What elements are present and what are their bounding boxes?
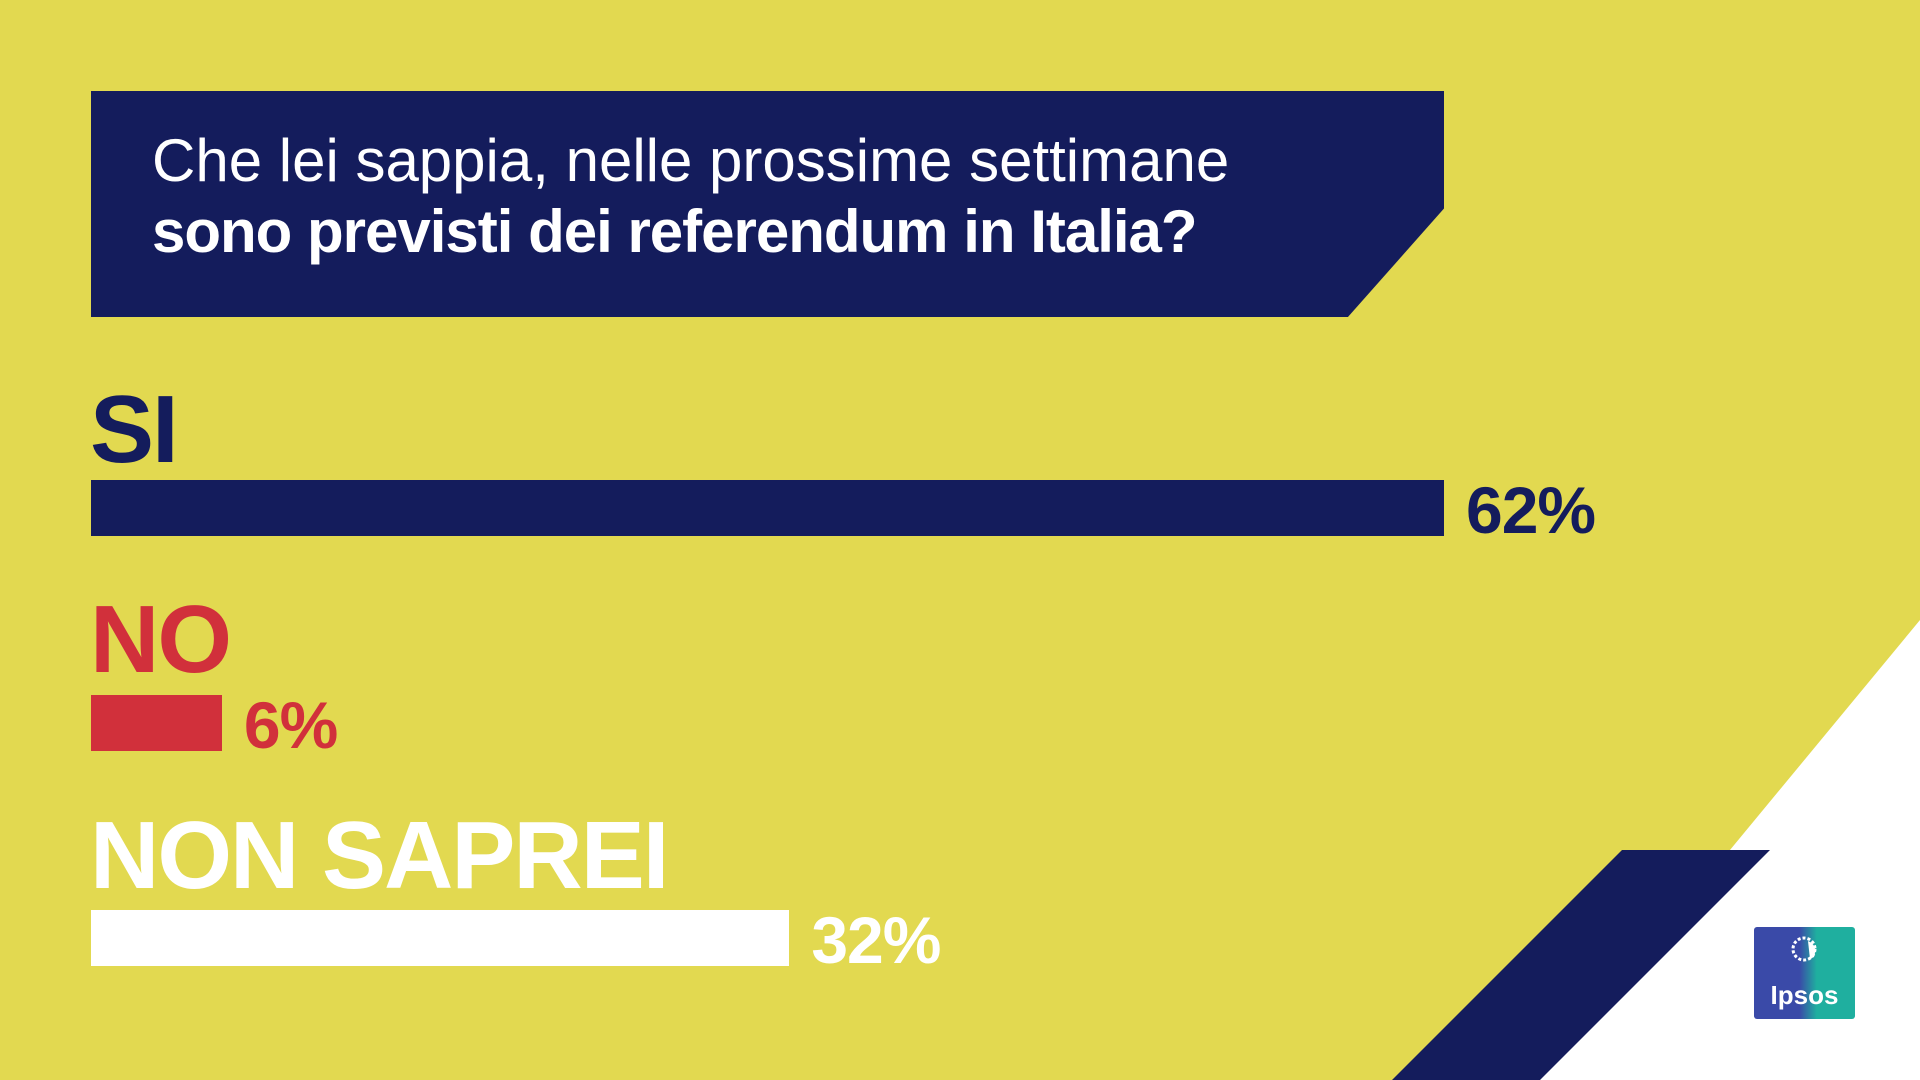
- value-label-si: 62%: [1466, 473, 1596, 547]
- bar-non-saprei: [91, 910, 790, 966]
- bar-si: [91, 480, 1444, 536]
- question-line-2: sono previsti dei referendum in Italia?: [152, 198, 1198, 265]
- logo-text: Ipsos: [1770, 980, 1839, 1010]
- value-label-non-saprei: 32%: [811, 903, 941, 977]
- value-label-no: 6%: [243, 688, 338, 762]
- bar-no: [91, 695, 222, 751]
- category-label-si: SI: [90, 376, 179, 483]
- question-box: [91, 91, 1444, 317]
- navy-diagonal-stripe: [1392, 850, 1770, 1080]
- ipsos-logo-icon: [1791, 936, 1817, 962]
- category-label-non-saprei: NON SAPREI: [90, 802, 669, 909]
- question-line-1: Che lei sappia, nelle prossime settimane: [152, 127, 1230, 194]
- ipsos-logo: Ipsos: [1754, 927, 1855, 1019]
- category-label-no: NO: [90, 586, 232, 693]
